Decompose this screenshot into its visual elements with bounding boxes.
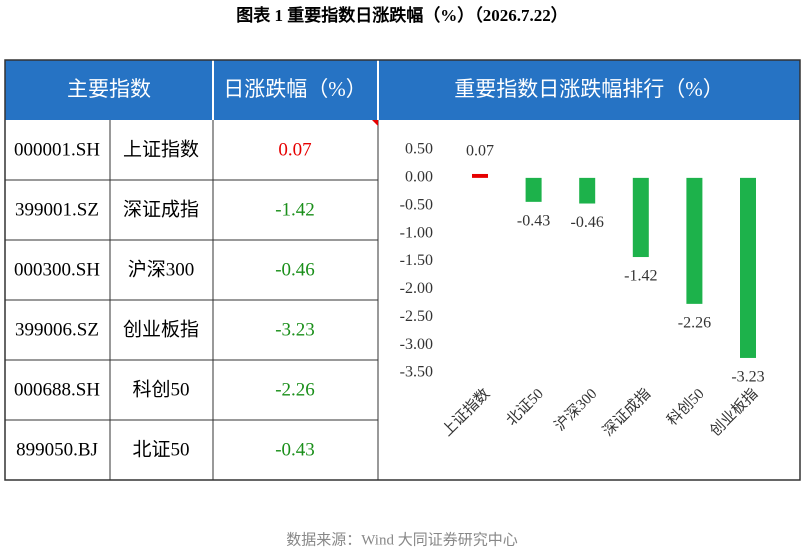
value-label: 0.07 [466,143,494,160]
value-label: -0.46 [571,214,604,231]
index-name: 科创50 [132,378,189,400]
x-tick-label: 深证成指 [600,385,654,439]
value-label: -2.26 [678,315,711,332]
index-name: 沪深300 [128,258,195,280]
bar [686,177,703,304]
y-tick-label: 0.50 [405,141,433,158]
index-name: 创业板指 [123,318,199,340]
index-name: 深证成指 [123,198,199,220]
table-border [4,59,801,481]
x-tick-label: 科创50 [664,385,708,429]
x-tick-label: 沪深300 [551,385,600,434]
bar [632,177,649,258]
table-header: 日涨跌幅（%） [223,77,367,101]
change-value: 0.07 [278,139,311,160]
index-name: 北证50 [132,438,189,460]
bar [740,177,756,358]
index-name: 上证指数 [123,138,199,160]
value-label: -1.42 [624,268,657,285]
index-code: 399001.SZ [15,199,99,220]
x-tick-label: 上证指数 [439,385,493,439]
source-note: 数据来源：Wind 大同证券研究中心 [286,531,517,548]
y-tick-label: -2.00 [400,280,433,297]
y-tick-label: -3.50 [400,364,433,381]
chart-title: 重要指数日涨跌幅排行（%） [454,77,724,101]
index-code: 399006.SZ [15,319,99,340]
value-label: -0.43 [517,213,550,230]
y-tick-label: -0.50 [400,196,433,213]
figure-title: 图表 1 重要指数日涨跌幅（%）（2026.7.22） [236,5,568,25]
table-header: 主要指数 [67,77,151,101]
x-tick-label: 北证50 [503,385,547,429]
bar [472,173,488,178]
y-tick-label: -1.50 [400,252,433,269]
change-value: -1.42 [275,199,315,220]
change-value: -0.43 [275,439,315,460]
bar [525,177,542,202]
y-tick-label: 0.00 [405,169,433,186]
y-tick-label: -3.00 [400,336,433,353]
x-tick-label: 创业板指 [706,385,761,440]
header-band [5,60,800,120]
change-value: -0.46 [275,259,315,280]
change-value: -3.23 [275,319,315,340]
index-code: 899050.BJ [16,439,98,460]
value-label: -3.23 [731,369,764,386]
y-tick-label: -1.00 [400,224,433,241]
comment-marker [372,120,378,126]
index-code: 000300.SH [14,259,100,280]
index-code: 000688.SH [14,379,100,400]
change-value: -2.26 [275,379,315,400]
index-code: 000001.SH [14,139,100,160]
bar [579,177,596,204]
y-tick-label: -2.50 [400,308,433,325]
